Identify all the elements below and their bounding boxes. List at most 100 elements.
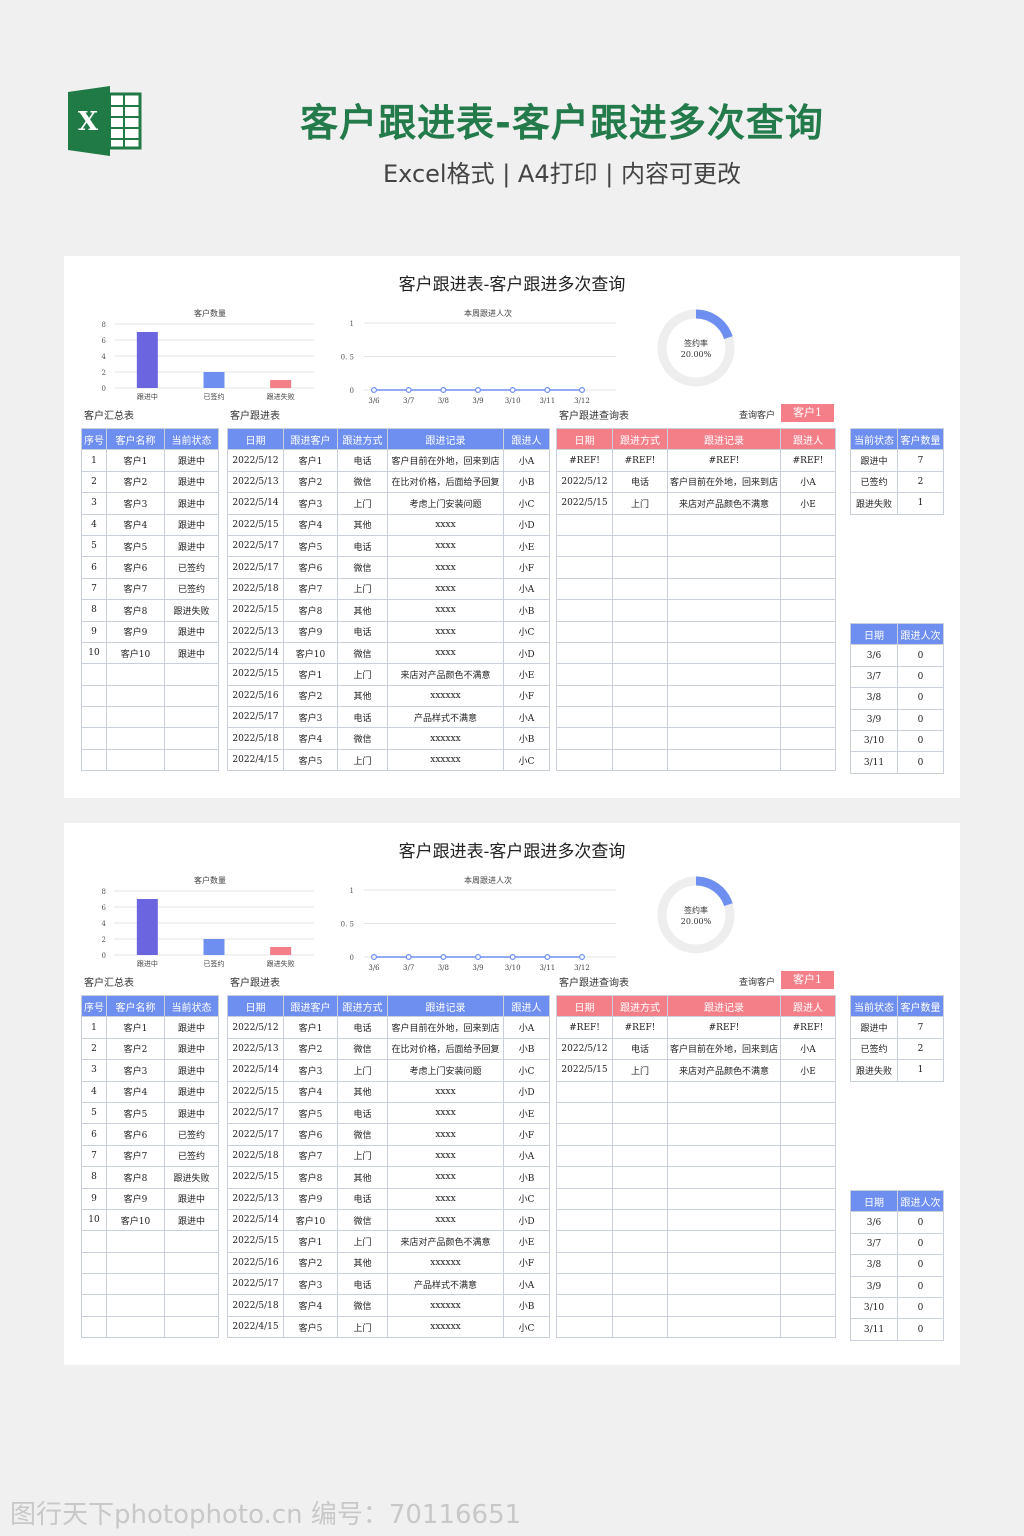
table-cell[interactable]: 客户1: [283, 663, 338, 686]
table-cell[interactable]: xxxx: [387, 1144, 504, 1168]
table-cell[interactable]: [81, 748, 107, 772]
table-cell[interactable]: [556, 534, 613, 558]
table-cell[interactable]: 跟进中: [164, 1059, 219, 1082]
table-cell[interactable]: 2022/5/18: [227, 577, 284, 601]
table-cell[interactable]: 0: [897, 729, 944, 753]
table-cell[interactable]: 电话: [337, 1273, 388, 1296]
table-cell[interactable]: [612, 1208, 668, 1232]
table-cell[interactable]: xxxx: [387, 641, 504, 665]
table-cell[interactable]: 上门: [612, 1059, 668, 1082]
table-cell[interactable]: 已签约: [164, 1144, 219, 1168]
table-cell[interactable]: xxxxxx: [387, 1315, 504, 1339]
table-cell[interactable]: 已签约: [164, 556, 219, 579]
table-cell[interactable]: [612, 1123, 668, 1146]
table-cell[interactable]: xxxxxx: [387, 1251, 504, 1275]
table-cell[interactable]: xxxxxx: [387, 748, 504, 772]
table-cell[interactable]: 0: [897, 751, 944, 774]
table-cell[interactable]: 客户4: [283, 727, 338, 750]
table-cell[interactable]: 小A: [503, 577, 550, 601]
table-cell[interactable]: [106, 684, 165, 708]
table-cell[interactable]: [164, 1315, 219, 1339]
table-cell[interactable]: [612, 556, 668, 579]
table-cell[interactable]: 客户目前在外地，回来到店: [667, 470, 781, 494]
table-cell[interactable]: [612, 748, 668, 772]
table-cell[interactable]: 考虑上门安装问题: [387, 492, 504, 515]
table-cell[interactable]: 跟进中: [164, 492, 219, 515]
table-cell[interactable]: 3/6: [850, 1211, 898, 1234]
table-cell[interactable]: xxxx: [387, 513, 504, 536]
table-cell[interactable]: 客户7: [106, 1144, 165, 1168]
table-cell[interactable]: 3/7: [850, 1232, 898, 1256]
table-cell[interactable]: #REF!: [667, 1016, 781, 1039]
table-cell[interactable]: 小B: [503, 470, 550, 494]
table-cell[interactable]: 10: [81, 1208, 107, 1232]
table-cell[interactable]: 客户6: [106, 556, 165, 579]
table-cell[interactable]: 来店对产品颜色不满意: [387, 663, 504, 686]
table-cell[interactable]: 跟进中: [164, 1037, 219, 1061]
table-cell[interactable]: 3/8: [850, 687, 898, 710]
table-cell[interactable]: 跟进中: [850, 1016, 898, 1039]
table-cell[interactable]: 0: [897, 1275, 944, 1298]
table-cell[interactable]: 客户2: [283, 470, 338, 494]
table-cell[interactable]: 产品样式不满意: [387, 706, 504, 729]
table-cell[interactable]: 客户2: [283, 684, 338, 708]
table-cell[interactable]: 2022/5/15: [227, 663, 284, 686]
table-cell[interactable]: 2022/5/14: [227, 1059, 284, 1082]
table-cell[interactable]: 0: [897, 1296, 944, 1320]
table-cell[interactable]: 微信: [337, 727, 388, 750]
table-cell[interactable]: [612, 1315, 668, 1339]
query-customer-input[interactable]: 客户1: [781, 971, 834, 989]
table-cell[interactable]: [780, 1187, 836, 1210]
table-cell[interactable]: #REF!: [556, 449, 613, 472]
table-cell[interactable]: [556, 1208, 613, 1232]
table-cell[interactable]: [612, 1294, 668, 1317]
table-cell[interactable]: 2: [81, 1037, 107, 1061]
table-cell[interactable]: 小A: [780, 470, 836, 494]
table-cell[interactable]: [106, 1315, 165, 1339]
table-cell[interactable]: 2022/5/18: [227, 1294, 284, 1317]
table-cell[interactable]: [667, 663, 781, 686]
table-cell[interactable]: 2022/5/15: [227, 1080, 284, 1103]
table-cell[interactable]: [556, 727, 613, 750]
table-cell[interactable]: [780, 1123, 836, 1146]
table-cell[interactable]: 2022/5/13: [227, 620, 284, 643]
table-cell[interactable]: 小B: [503, 599, 550, 622]
table-cell[interactable]: 客户5: [106, 534, 165, 558]
table-cell[interactable]: 客户10: [106, 641, 165, 665]
table-cell[interactable]: [612, 599, 668, 622]
table-cell[interactable]: [106, 1230, 165, 1253]
table-cell[interactable]: [81, 706, 107, 729]
table-cell[interactable]: [106, 663, 165, 686]
table-cell[interactable]: [556, 1315, 613, 1339]
table-cell[interactable]: xxxx: [387, 620, 504, 643]
table-cell[interactable]: 客户7: [283, 1144, 338, 1168]
table-cell[interactable]: 在比对价格，后面给予回复: [387, 1037, 504, 1061]
table-cell[interactable]: [667, 1166, 781, 1189]
table-cell[interactable]: 客户1: [283, 1016, 338, 1039]
table-cell[interactable]: 已签约: [850, 1037, 898, 1061]
table-cell[interactable]: 小F: [503, 556, 550, 579]
table-cell[interactable]: 2022/5/14: [227, 492, 284, 515]
table-cell[interactable]: 3: [81, 492, 107, 515]
table-cell[interactable]: 客户8: [106, 1166, 165, 1189]
table-cell[interactable]: [780, 641, 836, 665]
table-cell[interactable]: 上门: [337, 748, 388, 772]
table-cell[interactable]: 客户9: [106, 620, 165, 643]
table-cell[interactable]: 跟进失败: [850, 1059, 898, 1082]
table-cell[interactable]: 1: [897, 492, 944, 515]
table-cell[interactable]: [81, 1251, 107, 1275]
table-cell[interactable]: #REF!: [667, 449, 781, 472]
table-cell[interactable]: 其他: [337, 1251, 388, 1275]
table-cell[interactable]: 2022/5/17: [227, 1123, 284, 1146]
table-cell[interactable]: 客户目前在外地，回来到店: [387, 449, 504, 472]
table-cell[interactable]: [780, 556, 836, 579]
table-cell[interactable]: [81, 1294, 107, 1317]
table-cell[interactable]: 上门: [337, 1059, 388, 1082]
table-cell[interactable]: 10: [81, 641, 107, 665]
table-cell[interactable]: 客户3: [283, 1059, 338, 1082]
table-cell[interactable]: 7: [897, 449, 944, 472]
table-cell[interactable]: 客户6: [106, 1123, 165, 1146]
table-cell[interactable]: 3/6: [850, 644, 898, 667]
table-cell[interactable]: [667, 534, 781, 558]
table-cell[interactable]: 客户5: [283, 748, 338, 772]
